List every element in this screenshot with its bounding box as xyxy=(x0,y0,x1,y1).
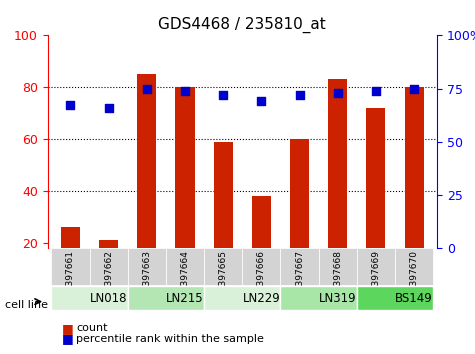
Text: GSM397668: GSM397668 xyxy=(333,250,342,305)
FancyBboxPatch shape xyxy=(204,248,242,285)
FancyBboxPatch shape xyxy=(280,248,319,285)
Text: count: count xyxy=(76,323,107,333)
Point xyxy=(410,86,418,91)
Bar xyxy=(99,240,118,295)
Title: GDS4468 / 235810_at: GDS4468 / 235810_at xyxy=(158,16,326,33)
FancyBboxPatch shape xyxy=(357,286,433,310)
Text: GSM397664: GSM397664 xyxy=(180,250,190,304)
FancyBboxPatch shape xyxy=(395,248,433,285)
Point xyxy=(181,88,189,93)
FancyBboxPatch shape xyxy=(319,248,357,285)
Text: LN319: LN319 xyxy=(319,292,357,305)
Text: GSM397666: GSM397666 xyxy=(257,250,266,305)
Bar xyxy=(405,87,424,295)
Text: LN018: LN018 xyxy=(90,292,127,305)
Text: percentile rank within the sample: percentile rank within the sample xyxy=(76,334,264,344)
Text: GSM397662: GSM397662 xyxy=(104,250,113,304)
Bar xyxy=(366,108,385,295)
Text: cell line: cell line xyxy=(5,300,48,310)
Bar xyxy=(137,74,156,295)
FancyBboxPatch shape xyxy=(357,248,395,285)
Bar xyxy=(328,79,347,295)
Point xyxy=(334,90,342,96)
Text: BS149: BS149 xyxy=(395,292,433,305)
Point xyxy=(66,103,74,108)
Text: ■: ■ xyxy=(62,332,74,345)
FancyBboxPatch shape xyxy=(51,286,128,310)
Bar xyxy=(214,142,233,295)
Text: GSM397669: GSM397669 xyxy=(371,250,380,305)
FancyBboxPatch shape xyxy=(166,248,204,285)
FancyBboxPatch shape xyxy=(128,248,166,285)
Point xyxy=(296,92,304,98)
FancyBboxPatch shape xyxy=(280,286,357,310)
Text: GSM397667: GSM397667 xyxy=(295,250,304,305)
Point xyxy=(372,88,380,93)
Point xyxy=(257,98,265,104)
Text: GSM397661: GSM397661 xyxy=(66,250,75,305)
FancyBboxPatch shape xyxy=(128,286,204,310)
Bar xyxy=(290,139,309,295)
Point xyxy=(105,105,113,110)
Point xyxy=(143,86,151,91)
Text: GSM397665: GSM397665 xyxy=(218,250,228,305)
Point xyxy=(219,92,227,98)
Bar xyxy=(175,87,195,295)
Text: LN215: LN215 xyxy=(166,292,204,305)
Text: GSM397663: GSM397663 xyxy=(142,250,151,305)
Bar xyxy=(61,227,80,295)
Text: GSM397670: GSM397670 xyxy=(409,250,418,305)
FancyBboxPatch shape xyxy=(51,248,89,285)
Text: ■: ■ xyxy=(62,322,74,335)
Text: LN229: LN229 xyxy=(242,292,280,305)
FancyBboxPatch shape xyxy=(242,248,280,285)
FancyBboxPatch shape xyxy=(89,248,128,285)
FancyBboxPatch shape xyxy=(204,286,280,310)
Bar xyxy=(252,196,271,295)
